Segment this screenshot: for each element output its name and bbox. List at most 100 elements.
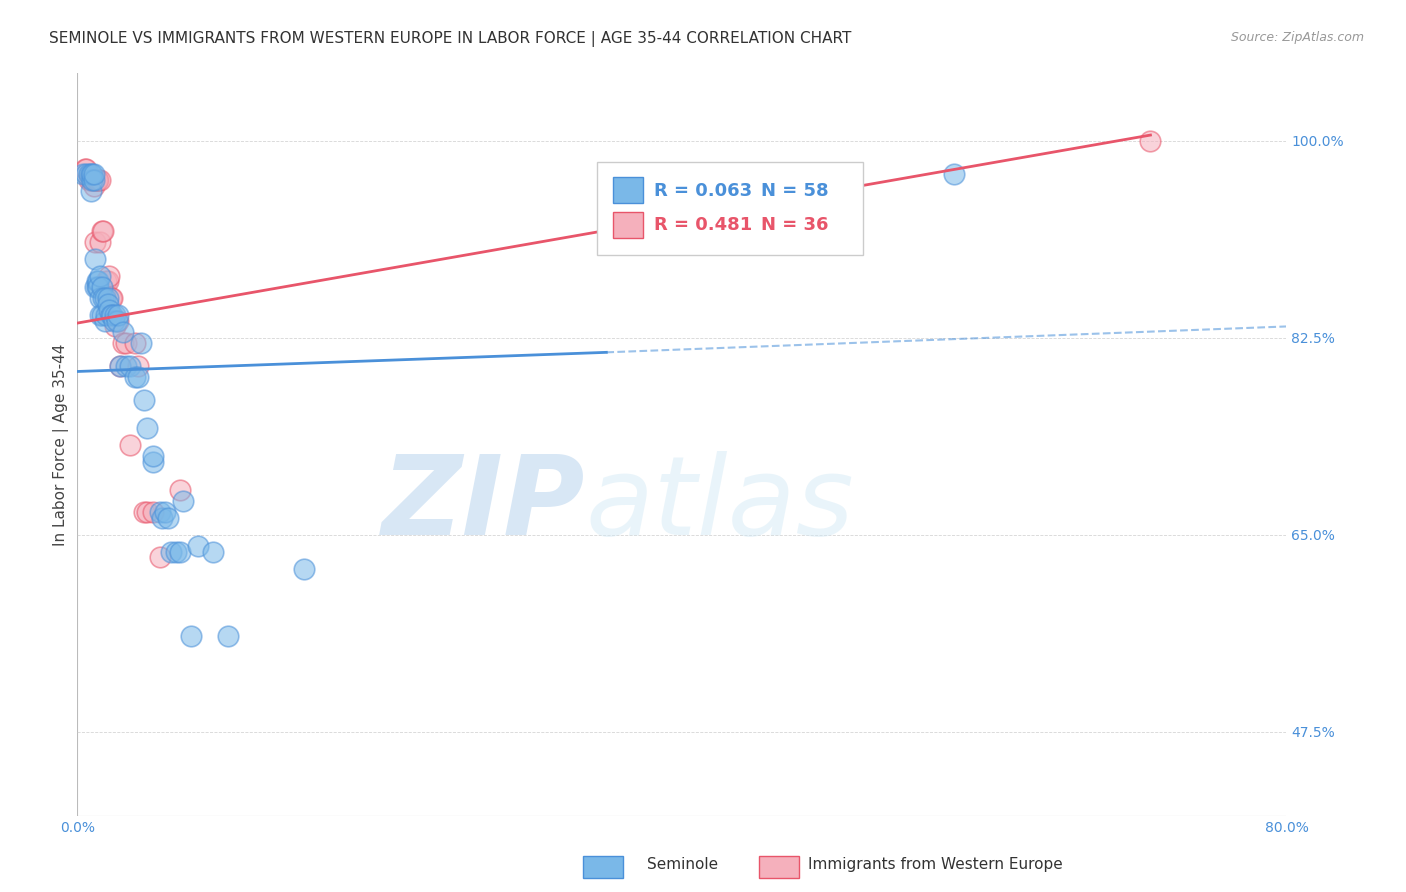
Point [124, 336, 146, 351]
Point [94, 274, 117, 288]
Point [142, 454, 165, 468]
Text: Source: ZipAtlas.com: Source: ZipAtlas.com [1230, 31, 1364, 45]
Point [90, 308, 112, 322]
Point [107, 314, 129, 328]
Point [169, 544, 191, 558]
Point [127, 370, 149, 384]
Point [135, 421, 157, 435]
Point [84, 252, 107, 266]
Point [87, 173, 110, 187]
Point [89, 268, 111, 283]
Point [187, 539, 209, 553]
Point [149, 505, 172, 519]
Text: R = 0.063: R = 0.063 [654, 182, 752, 200]
Text: Seminole: Seminole [647, 857, 718, 872]
Point [80, 185, 103, 199]
Point [82, 168, 104, 182]
Point [165, 544, 187, 558]
Point [73, 161, 96, 176]
Point [104, 319, 127, 334]
Point [172, 494, 194, 508]
Point [100, 291, 122, 305]
Point [114, 359, 136, 373]
Point [86, 274, 108, 288]
Point [93, 291, 115, 305]
Text: N = 58: N = 58 [761, 182, 828, 200]
Point [100, 308, 122, 322]
Point [91, 224, 114, 238]
Point [82, 173, 104, 187]
Point [111, 325, 134, 339]
Point [96, 274, 118, 288]
Point [79, 168, 101, 182]
Point [79, 173, 101, 187]
Text: atlas: atlas [585, 450, 853, 558]
Point [75, 168, 97, 182]
Y-axis label: In Labor Force | Age 35-44: In Labor Force | Age 35-44 [53, 343, 69, 546]
Point [93, 285, 115, 300]
Point [87, 274, 110, 288]
Point [132, 392, 155, 407]
Point [114, 336, 136, 351]
Point [124, 370, 146, 384]
Point [94, 308, 117, 322]
Point [86, 173, 108, 187]
Point [84, 173, 107, 187]
Point [86, 280, 108, 294]
Point [103, 314, 125, 328]
Point [120, 359, 142, 373]
Point [111, 336, 134, 351]
Point [83, 168, 105, 182]
Point [107, 308, 129, 322]
Point [90, 280, 112, 294]
Point [83, 178, 105, 193]
Point [169, 483, 191, 497]
Point [1139, 134, 1161, 148]
Point [98, 302, 121, 317]
Text: SEMINOLE VS IMMIGRANTS FROM WESTERN EUROPE IN LABOR FORCE | AGE 35-44 CORRELATIO: SEMINOLE VS IMMIGRANTS FROM WESTERN EURO… [49, 31, 852, 47]
Point [108, 359, 131, 373]
Point [942, 168, 965, 182]
Point [90, 280, 112, 294]
Bar [613, 212, 643, 238]
Point [84, 235, 107, 249]
Point [127, 359, 149, 373]
Point [84, 280, 107, 294]
Point [82, 173, 104, 187]
Point [72, 168, 94, 182]
Point [129, 336, 152, 351]
Point [89, 173, 111, 187]
Point [157, 511, 180, 525]
Point [142, 449, 165, 463]
FancyBboxPatch shape [598, 162, 863, 255]
Point [89, 308, 111, 322]
Point [108, 359, 131, 373]
Point [90, 224, 112, 238]
Point [75, 161, 97, 176]
Point [150, 511, 173, 525]
Point [202, 544, 225, 558]
Point [98, 268, 121, 283]
Point [86, 173, 108, 187]
Point [104, 308, 127, 322]
Point [135, 505, 157, 519]
Point [132, 505, 155, 519]
Bar [613, 178, 643, 203]
Point [180, 629, 202, 643]
Point [149, 550, 172, 565]
Point [153, 505, 176, 519]
Point [87, 280, 110, 294]
Point [96, 297, 118, 311]
Point [120, 438, 142, 452]
Point [96, 291, 118, 305]
Point [91, 291, 114, 305]
Point [160, 544, 183, 558]
Point [218, 629, 240, 643]
Point [93, 314, 115, 328]
Point [292, 561, 315, 575]
Point [101, 308, 124, 322]
Point [89, 235, 111, 249]
Point [80, 173, 103, 187]
Point [89, 291, 111, 305]
Point [142, 505, 165, 519]
